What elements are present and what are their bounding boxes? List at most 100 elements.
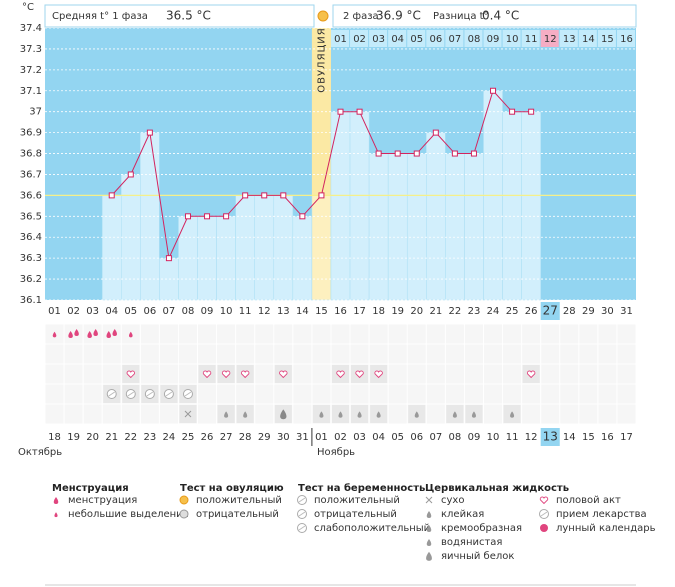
point <box>165 255 172 262</box>
symbol-cell <box>579 384 598 404</box>
date-label: 07 <box>429 432 442 443</box>
date-label: 10 <box>487 432 500 443</box>
symbol-cell <box>331 384 350 404</box>
bar <box>445 153 465 301</box>
symbol-cell <box>541 404 560 424</box>
symbol-cell <box>255 344 274 364</box>
date-label: 05 <box>391 432 404 443</box>
y-tick-label: 36.9 <box>20 128 42 139</box>
phase2-day-label: 04 <box>391 34 404 45</box>
symbol-cell <box>83 324 102 344</box>
symbol-cell <box>579 324 598 344</box>
x-tick-label: 23 <box>468 306 481 317</box>
pill-icon <box>146 391 154 397</box>
legend-title: Тест на овуляцию <box>180 483 284 494</box>
date-label: 01 <box>315 432 328 443</box>
symbol-cell <box>178 344 198 364</box>
symbol-cell <box>617 364 636 384</box>
symbol-cell <box>407 364 426 384</box>
point <box>242 192 249 199</box>
drop-icon <box>106 331 111 338</box>
heart-icon <box>126 370 135 379</box>
symbol-cell <box>83 344 102 364</box>
symbol-cell <box>255 384 274 404</box>
header-box <box>332 4 637 28</box>
symbol-cell <box>617 384 636 404</box>
y-tick-label: 37.2 <box>20 65 42 76</box>
legend-item: слабоположительный <box>314 523 430 534</box>
symbol-cell <box>236 324 255 344</box>
pill-icon <box>298 511 306 517</box>
point <box>223 213 230 220</box>
x-tick-label: 05 <box>124 306 137 317</box>
phase2-day-label: 08 <box>468 34 481 45</box>
phase2-day-cell <box>426 30 445 47</box>
symbol-cell <box>560 344 579 364</box>
date-label: 26 <box>201 432 214 443</box>
x-tick-label: 15 <box>315 306 328 317</box>
symbol-cell <box>369 384 388 404</box>
y-tick-label: 36.7 <box>20 169 42 180</box>
point <box>356 108 363 115</box>
legend-item: клейкая <box>441 509 484 520</box>
symbol-cell <box>522 384 541 404</box>
symbol-cell <box>541 364 560 384</box>
drop-icon <box>426 539 432 546</box>
date-label: 12 <box>525 432 538 443</box>
phase2-day-cell <box>330 30 350 47</box>
pill-icon <box>540 511 548 517</box>
symbol-cell <box>503 344 522 364</box>
phase2-day-cell <box>540 30 559 47</box>
drop-icon <box>426 551 432 561</box>
x-tick-label: 17 <box>353 306 366 317</box>
symbol-cell <box>598 384 617 404</box>
symbol-cell <box>426 324 445 344</box>
point <box>318 192 325 199</box>
symbol-cell <box>274 384 293 404</box>
point <box>108 192 115 199</box>
symbol-cell <box>140 344 159 364</box>
symbol-cell <box>159 324 178 344</box>
drop-icon <box>426 525 432 532</box>
x-tick-label: 02 <box>67 306 80 317</box>
legend-item: отрицательный <box>314 509 397 520</box>
symbol-cell <box>388 404 407 424</box>
symbol-cell <box>464 384 483 404</box>
phase2-day-cell <box>578 30 597 47</box>
phase2-day-label: 02 <box>353 34 366 45</box>
pill-icon <box>165 391 173 397</box>
diff-label: Разница t° <box>433 11 489 22</box>
symbol-cell <box>64 364 83 384</box>
heart-icon <box>279 370 288 379</box>
symbol-cell <box>388 364 407 384</box>
phase2-day-cell <box>521 30 540 47</box>
phase2-day-label: 10 <box>506 34 519 45</box>
symbol-cell <box>445 384 464 404</box>
pill-icon <box>298 497 306 503</box>
phase2-day-label: 14 <box>582 34 595 45</box>
symbol-cell <box>236 384 255 404</box>
symbol-cell <box>255 404 274 424</box>
bar <box>406 153 427 301</box>
symbol-cell <box>83 384 102 404</box>
current-date-bg <box>540 428 560 446</box>
drop-icon <box>426 511 432 518</box>
symbol-cell <box>140 324 159 344</box>
symbol-cell <box>598 344 617 364</box>
legend-item: водянистая <box>441 537 502 548</box>
bar <box>387 153 408 301</box>
bar <box>464 153 484 301</box>
x-tick-label: 20 <box>410 306 423 317</box>
symbol-cell <box>64 344 83 364</box>
symbol-cell <box>503 324 522 344</box>
point <box>528 108 535 115</box>
drop-icon <box>74 329 79 336</box>
date-label: 09 <box>468 432 481 443</box>
legend-item: небольшие выделения <box>68 509 189 520</box>
x-tick-label: 10 <box>220 306 233 317</box>
symbol-cell <box>483 384 503 404</box>
point <box>127 171 134 178</box>
bar <box>311 195 332 301</box>
heart-icon <box>202 370 212 379</box>
symbol-cell <box>426 404 445 424</box>
